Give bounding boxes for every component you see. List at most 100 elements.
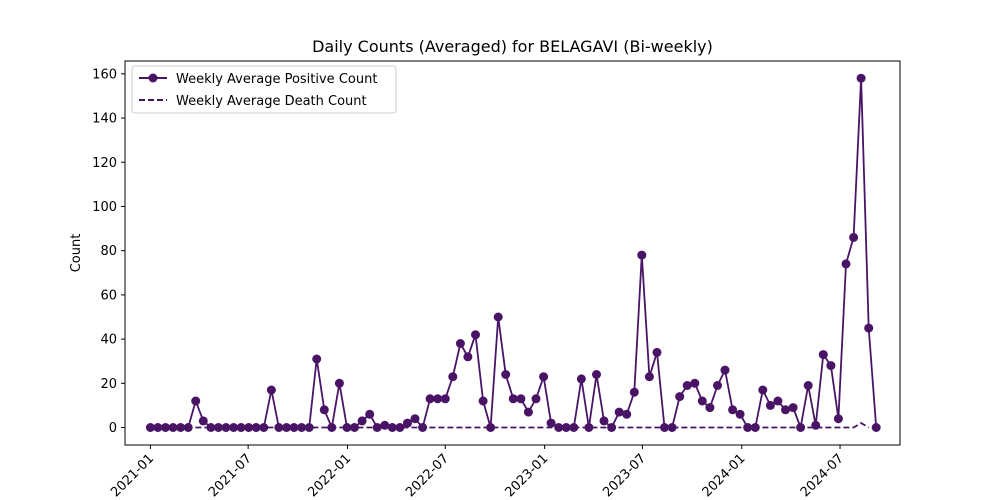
positive-count-point: [387, 423, 397, 432]
positive-count-point: [546, 418, 556, 428]
positive-count-point: [342, 423, 352, 432]
y-axis-ticks: 0 20 40 60 80 100 120 140 160: [92, 67, 125, 436]
positive-count-point: [395, 423, 405, 432]
positive-count-point: [523, 407, 533, 417]
positive-count-point: [319, 405, 329, 415]
x-tick-label: 2023-01: [502, 451, 551, 500]
positive-count-point: [576, 374, 586, 384]
positive-count-point: [425, 394, 435, 404]
positive-count-point: [864, 323, 874, 333]
positive-count-point: [191, 396, 201, 406]
positive-count-point: [403, 418, 412, 428]
positive-count-point: [350, 423, 359, 432]
y-tick-label: 40: [100, 333, 117, 348]
positive-count-point: [826, 361, 836, 371]
death-count-line: [150, 422, 870, 429]
positive-count-point: [637, 250, 647, 260]
positive-count-point: [728, 405, 738, 415]
positive-count-point: [765, 400, 775, 410]
positive-count-point: [841, 259, 851, 269]
positive-count-point: [667, 423, 677, 432]
positive-count-point: [599, 416, 609, 426]
positive-count-point: [198, 416, 208, 426]
positive-count-point: [161, 423, 170, 432]
positive-count-point: [433, 394, 443, 404]
positive-count-point: [206, 423, 216, 432]
plot-frame: [124, 60, 901, 446]
positive-count-point: [622, 409, 632, 419]
positive-count-point: [644, 372, 654, 382]
x-tick-label: 2021-07: [206, 451, 255, 500]
y-tick-label: 160: [92, 67, 117, 82]
y-tick-label: 120: [92, 156, 117, 171]
positive-count-point: [705, 403, 715, 413]
positive-count-point: [463, 352, 473, 362]
positive-count-point: [592, 370, 601, 379]
y-tick-label: 100: [92, 200, 117, 215]
positive-count-point: [584, 423, 594, 432]
positive-count-point: [735, 409, 745, 419]
positive-count-point: [516, 394, 526, 404]
positive-count-point: [455, 339, 465, 348]
positive-count-point: [629, 387, 639, 397]
positive-count-point: [440, 394, 450, 404]
positive-count-point: [713, 381, 722, 390]
positive-count-point: [871, 423, 881, 432]
legend: Weekly Average Positive Count Weekly Ave…: [131, 65, 397, 114]
positive-count-point: [448, 372, 458, 382]
y-tick-label: 0: [109, 421, 117, 436]
positive-count-point: [856, 73, 866, 83]
positive-count-point: [614, 407, 624, 417]
positive-count-point: [781, 405, 790, 415]
positive-count-point: [266, 385, 276, 395]
positive-count-point: [531, 394, 541, 404]
positive-count-point: [690, 378, 700, 388]
positive-count-point: [153, 423, 163, 432]
positive-count-point: [508, 394, 518, 404]
x-tick-label: 2022-01: [305, 451, 354, 500]
x-tick-label: 2022-07: [403, 451, 452, 500]
positive-count-point: [244, 423, 254, 432]
positive-count-point: [788, 403, 798, 413]
x-tick-label: 2021-01: [108, 451, 157, 500]
positive-count-point: [652, 347, 662, 357]
positive-count-point: [289, 423, 299, 432]
y-tick-label: 20: [100, 377, 117, 392]
positive-count-point: [720, 365, 730, 375]
positive-count-point: [818, 350, 828, 360]
x-tick-label: 2024-01: [700, 451, 749, 500]
positive-count-point: [251, 423, 261, 432]
y-axis-label: Count: [69, 234, 84, 273]
positive-count-point: [486, 423, 496, 432]
x-tick-label: 2024-07: [798, 451, 847, 500]
y-tick-label: 140: [92, 112, 117, 127]
positive-count-point: [471, 330, 480, 340]
positive-count-point: [493, 312, 503, 322]
legend-positive-label: Weekly Average Positive Count: [176, 72, 377, 87]
positive-count-point: [501, 370, 511, 379]
positive-count-point: [675, 392, 685, 402]
positive-count-point: [365, 409, 375, 419]
positive-count-point: [334, 378, 344, 388]
positive-count-point: [297, 423, 307, 432]
x-tick-label: 2023-07: [600, 451, 649, 500]
positive-count-point: [803, 381, 813, 390]
positive-count-line: [150, 78, 878, 431]
legend-positive-marker: [148, 73, 158, 83]
positive-count-point: [357, 416, 367, 426]
positive-count-point: [773, 396, 783, 406]
positive-count-point: [410, 414, 420, 424]
x-axis-ticks: 2021-01 2021-07 2022-01 2022-07 2023-01 2023-…: [108, 445, 847, 500]
positive-count-point: [849, 232, 859, 242]
series-layer: [145, 73, 881, 432]
legend-death-label: Weekly Average Death Count: [176, 94, 367, 109]
chart-title: Daily Counts (Averaged) for BELAGAVI (Bi…: [312, 37, 713, 56]
positive-count-point: [758, 385, 768, 395]
positive-count-point: [682, 381, 692, 390]
positive-count-point: [478, 396, 488, 406]
positive-count-point: [833, 414, 843, 424]
positive-count-point: [811, 420, 821, 430]
positive-count-point: [539, 372, 549, 382]
positive-count-point: [312, 354, 322, 364]
